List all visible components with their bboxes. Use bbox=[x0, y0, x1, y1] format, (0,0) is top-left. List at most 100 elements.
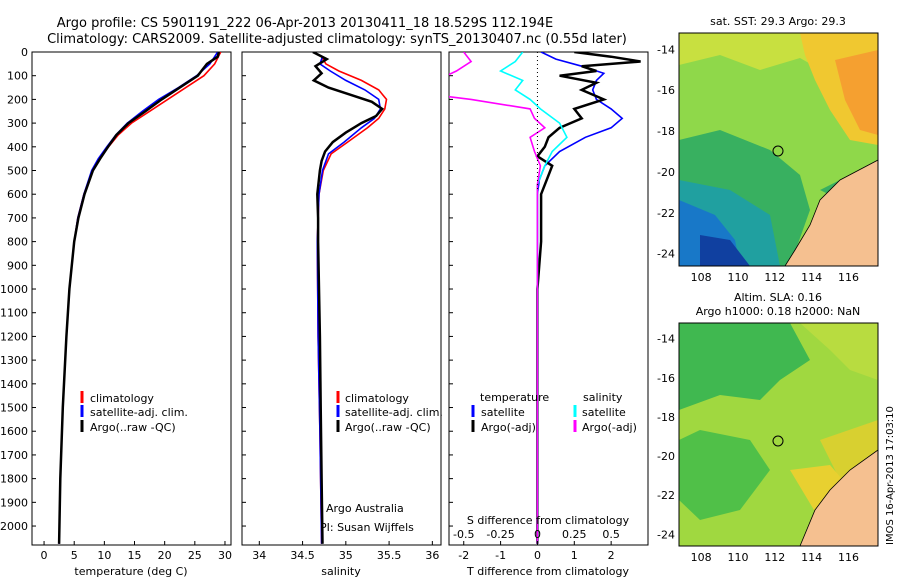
legend-tsat: satellite bbox=[481, 406, 525, 419]
depth-tick-label: 1200 bbox=[0, 330, 28, 343]
x-tick-labels: 0 5 10 15 20 25 30 34 34.5 35 35.5 36 -2 -1 0 1 2 -0.5 -0.… bbox=[41, 528, 620, 562]
sdiff-xlabel: S difference from climatology bbox=[467, 514, 630, 527]
argo-location-marker bbox=[772, 145, 784, 157]
map-x-tick-label: 112 bbox=[764, 551, 785, 564]
map-x-tick-label: 108 bbox=[691, 271, 712, 284]
map-x-tick-label: 108 bbox=[691, 551, 712, 564]
map-y-tick-label: -22 bbox=[657, 489, 675, 502]
header-line2: Climatology: CARS2009. Satellite-adjuste… bbox=[47, 32, 627, 47]
depth-axis: 0 100 200 300 400 500 600 700 800 900 1000 1100 1200… bbox=[0, 46, 453, 533]
map-y-tick-label: -18 bbox=[657, 125, 675, 138]
map-x-tick-label: 114 bbox=[801, 271, 822, 284]
legend-sargo: Argo(-adj) bbox=[582, 421, 637, 434]
legend-sat: satellite-adj. clim. bbox=[90, 406, 188, 419]
depth-tick-label: 1000 bbox=[0, 283, 28, 296]
legend-title-temperature: temperature bbox=[480, 391, 549, 404]
map-x-tick-label: 116 bbox=[838, 551, 859, 564]
sla-map-title-line2: Argo h1000: 0.18 h2000: NaN bbox=[696, 305, 861, 318]
depth-tick-label: 200 bbox=[7, 93, 28, 106]
map-y-tick-label: -14 bbox=[657, 43, 675, 56]
map-y-tick-label: -24 bbox=[657, 528, 675, 541]
map-x-tick-label: 110 bbox=[727, 551, 748, 564]
depth-tick-label: 0 bbox=[21, 46, 28, 59]
x-tick-label: 2 bbox=[608, 549, 615, 562]
legend-argo: Argo(..raw -QC) bbox=[345, 421, 431, 434]
legend-clim: climatology bbox=[345, 392, 409, 405]
depth-tick-label: 1100 bbox=[0, 307, 28, 320]
x-tick-label: 15 bbox=[128, 549, 142, 562]
map-y-tick-label: -16 bbox=[657, 84, 675, 97]
x-tick-label: 5 bbox=[71, 549, 78, 562]
difference-legend: temperature salinity satellite Argo(-adj… bbox=[471, 391, 637, 434]
x-tick-label: -2 bbox=[458, 549, 469, 562]
x-tick-label: -0.5 bbox=[453, 528, 474, 541]
sst-map-title: sat. SST: 29.3 Argo: 29.3 bbox=[710, 15, 846, 28]
depth-tick-label: 2000 bbox=[0, 520, 28, 533]
legend-clim: climatology bbox=[90, 392, 154, 405]
sla-map-title-line1: Altim. SLA: 0.16 bbox=[734, 291, 822, 304]
depth-tick-label: 800 bbox=[7, 236, 28, 249]
sst-map bbox=[679, 33, 878, 266]
depth-tick-label: 100 bbox=[7, 70, 28, 83]
x-tick-label: 35 bbox=[339, 549, 353, 562]
depth-tick-label: 1700 bbox=[0, 449, 28, 462]
x-tick-label: 0.5 bbox=[602, 528, 620, 541]
temperature-panel bbox=[31, 51, 232, 546]
series-line bbox=[535, 52, 641, 544]
annotation-line2: PI: Susan Wijffels bbox=[320, 521, 414, 534]
map-x-tick-label: 114 bbox=[801, 551, 822, 564]
depth-tick-label: 400 bbox=[7, 141, 28, 154]
x-tick-label: -0.25 bbox=[486, 528, 514, 541]
map-x-tick-label: 112 bbox=[764, 271, 785, 284]
depth-tick-label: 1500 bbox=[0, 402, 28, 415]
map-y-tick-label: -14 bbox=[657, 333, 675, 346]
series-line bbox=[57, 52, 221, 544]
x-tick-label: 0 bbox=[534, 528, 541, 541]
series-line bbox=[449, 52, 547, 544]
x-tick-label: 30 bbox=[218, 549, 232, 562]
depth-tick-label: 500 bbox=[7, 165, 28, 178]
x-tick-label: 34 bbox=[252, 549, 266, 562]
x-tick-label: 10 bbox=[97, 549, 111, 562]
x-tick-label: 35.5 bbox=[377, 549, 402, 562]
legend-title-salinity: salinity bbox=[583, 391, 623, 404]
map-x-tick-label: 110 bbox=[727, 271, 748, 284]
x-tick-label: 0 bbox=[41, 549, 48, 562]
temperature-legend: climatology satellite-adj. clim. Argo(..… bbox=[80, 391, 188, 434]
temperature-lines bbox=[57, 52, 222, 544]
salinity-legend: climatology satellite-adj. clim. Argo(..… bbox=[320, 391, 443, 534]
map-tick-labels: 108 110 112 114 116 -14 -16 -18 -20 -22 -24 108 110 1… bbox=[657, 43, 859, 564]
map-x-tick-label: 116 bbox=[838, 271, 859, 284]
legend-argo: Argo(..raw -QC) bbox=[90, 421, 176, 434]
salinity-panel bbox=[241, 51, 442, 546]
map-y-tick-label: -20 bbox=[657, 450, 675, 463]
map-y-tick-label: -20 bbox=[657, 166, 675, 179]
x-tick-label: -1 bbox=[495, 549, 506, 562]
depth-tick-label: 1400 bbox=[0, 378, 28, 391]
salinity-xlabel: salinity bbox=[321, 565, 361, 578]
depth-tick-label: 700 bbox=[7, 212, 28, 225]
depth-tick-label: 1800 bbox=[0, 473, 28, 486]
series-line bbox=[311, 52, 385, 544]
difference-panel bbox=[448, 51, 649, 546]
annotation-line1: Argo Australia bbox=[326, 502, 404, 515]
legend-targo: Argo(-adj) bbox=[481, 421, 536, 434]
map-y-tick-label: -18 bbox=[657, 411, 675, 424]
depth-tick-label: 900 bbox=[7, 259, 28, 272]
depth-tick-label: 1300 bbox=[0, 354, 28, 367]
footer-stamp: IMOS 16-Apr-2013 17:03:10 bbox=[885, 406, 896, 545]
depth-tick-label: 1600 bbox=[0, 425, 28, 438]
map-y-tick-label: -16 bbox=[657, 372, 675, 385]
header-line1: Argo profile: CS 5901191_222 06-Apr-2013… bbox=[57, 16, 553, 31]
x-tick-label: 0.25 bbox=[562, 528, 587, 541]
x-tick-label: 1 bbox=[571, 549, 578, 562]
x-tick-label: 34.5 bbox=[290, 549, 315, 562]
depth-tick-label: 300 bbox=[7, 117, 28, 130]
x-tick-label: 36 bbox=[425, 549, 439, 562]
x-tick-label: 20 bbox=[158, 549, 172, 562]
x-tick-label: 0 bbox=[534, 549, 541, 562]
sla-map bbox=[679, 323, 878, 546]
map-y-tick-label: -24 bbox=[657, 248, 675, 261]
difference-lines bbox=[449, 52, 641, 544]
